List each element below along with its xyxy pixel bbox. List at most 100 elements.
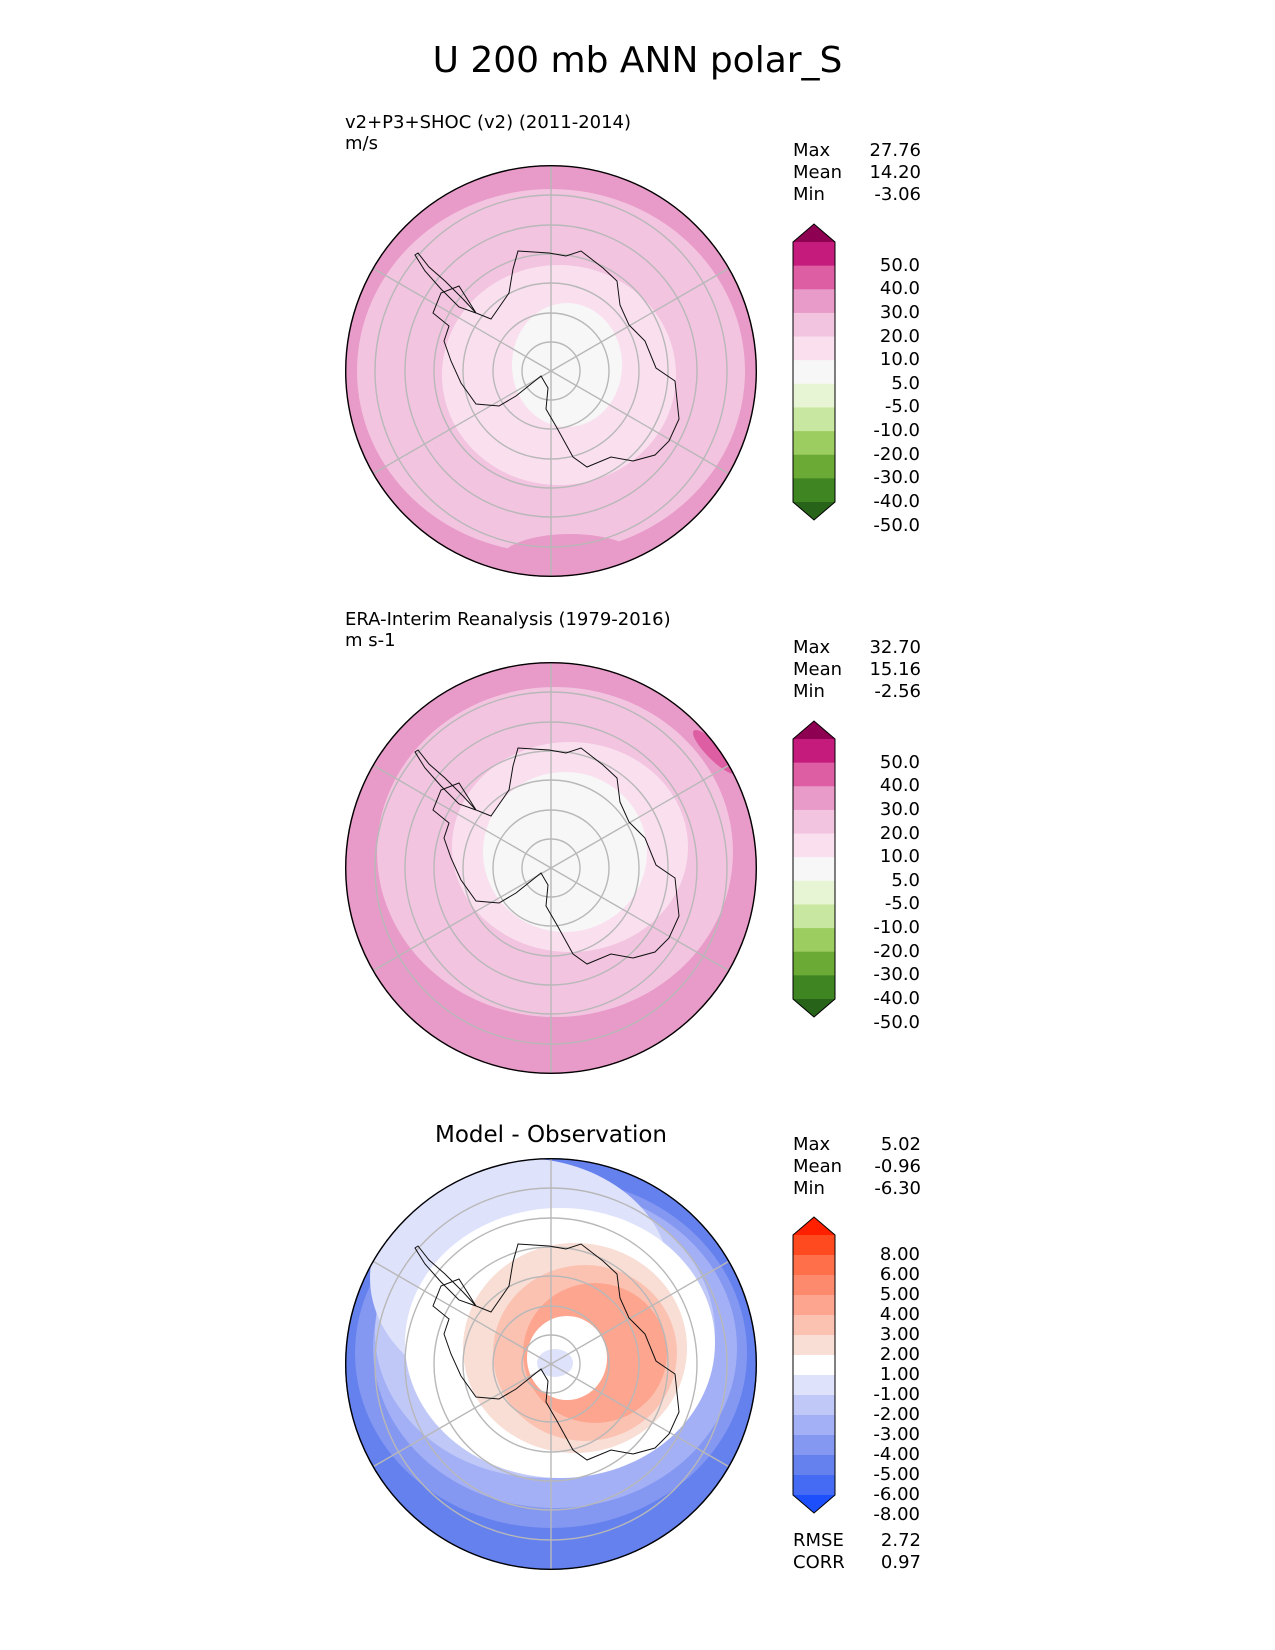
stat-value: -2.56 xyxy=(874,681,921,702)
corr-value: 0.97 xyxy=(880,1552,921,1573)
colorbar-segment xyxy=(793,1375,835,1396)
meridian-line xyxy=(372,1260,552,1365)
colorbar xyxy=(792,1216,836,1514)
stat-label: Max xyxy=(793,140,831,161)
panel-units: m/s xyxy=(345,133,378,154)
colorbar-segment xyxy=(793,1475,835,1496)
colorbar-segment xyxy=(793,1335,835,1356)
stats-block: Max 5.02 Mean -0.96 Min -6.30 xyxy=(793,1134,921,1200)
colorbar-outline xyxy=(792,1216,836,1514)
colorbar-outline xyxy=(792,223,836,521)
stat-value: 14.20 xyxy=(869,162,921,183)
colorbar-segment xyxy=(793,1235,835,1256)
colorbar-segment xyxy=(793,360,835,385)
colorbar-extend-top xyxy=(793,1217,835,1235)
meridian-line xyxy=(372,370,552,475)
stat-value: 15.16 xyxy=(869,659,921,680)
coastline-peninsula xyxy=(414,252,477,314)
colorbar-tick-label: -1.00 xyxy=(873,1384,920,1405)
map-boundary xyxy=(344,1157,758,1571)
skill-stats: RMSE 2.72 CORR 0.97 xyxy=(793,1530,921,1574)
meridian-line xyxy=(372,267,552,372)
stat-value: 5.02 xyxy=(880,1134,921,1155)
corr-label: CORR xyxy=(793,1552,845,1573)
polar-map xyxy=(344,164,758,578)
stat-value: -0.96 xyxy=(874,1156,921,1177)
stat-label: Min xyxy=(793,1178,825,1199)
colorbar-segment xyxy=(793,336,835,361)
colorbar-segment xyxy=(793,1355,835,1376)
contour-band xyxy=(693,730,737,774)
colorbar-tick-label: -10.0 xyxy=(873,917,920,939)
colorbar-tick-label: 40.0 xyxy=(879,775,920,797)
colorbar-tick-label: 20.0 xyxy=(879,822,920,844)
colorbar-tick-label: 3.00 xyxy=(879,1324,920,1345)
colorbar-tick-label: 50.0 xyxy=(879,751,920,773)
colorbar-tick-label: 50.0 xyxy=(879,254,920,276)
colorbar-tick-label: -5.00 xyxy=(873,1464,920,1485)
colorbar-segment xyxy=(793,928,835,953)
stat-value: 27.76 xyxy=(869,140,921,161)
colorbar-segment xyxy=(793,289,835,314)
meridian-line xyxy=(372,764,552,869)
colorbar-segment xyxy=(793,383,835,409)
meridian-line xyxy=(372,867,552,972)
colorbar-tick-label: 30.0 xyxy=(879,798,920,820)
stat-value: 32.70 xyxy=(869,637,921,658)
colorbar-tick-label: -40.0 xyxy=(873,988,920,1009)
colorbar-segment xyxy=(793,1455,835,1476)
meridian-line xyxy=(550,867,730,972)
colorbar-tick-label: 40.0 xyxy=(879,278,920,300)
rmse-label: RMSE xyxy=(793,1530,844,1551)
colorbar-extend-bottom xyxy=(793,999,835,1017)
colorbar-tick-label: -4.00 xyxy=(873,1444,920,1465)
rmse-value: 2.72 xyxy=(880,1530,921,1551)
meridian-line xyxy=(550,267,730,372)
stat-label: Min xyxy=(793,184,825,205)
stat-label: Max xyxy=(793,1134,831,1155)
colorbar-segment xyxy=(793,975,835,1000)
stat-label: Max xyxy=(793,637,831,658)
colorbar-segment xyxy=(793,1255,835,1276)
colorbar-tick-label: 4.00 xyxy=(879,1304,920,1325)
meridian-line xyxy=(550,1363,730,1468)
panel-title: Model - Observation xyxy=(434,1122,668,1148)
coastline xyxy=(432,1243,680,1461)
contour-band xyxy=(500,534,640,577)
colorbar-segment xyxy=(793,786,835,811)
colorbar-tick-label: -6.00 xyxy=(873,1484,920,1505)
colorbar-tick-label: -30.0 xyxy=(873,467,920,489)
colorbar xyxy=(792,720,836,1018)
colorbar-extend-top xyxy=(793,721,835,739)
colorbar-segment xyxy=(793,407,835,432)
colorbar-segment xyxy=(793,431,835,456)
colorbar-tick-label: -50.0 xyxy=(873,1011,920,1033)
coastline xyxy=(432,747,680,965)
colorbar-extend-top xyxy=(793,224,835,242)
colorbar-extend-bottom xyxy=(793,502,835,520)
colorbar-segment xyxy=(793,1395,835,1416)
colorbar-tick-label: -20.0 xyxy=(873,940,920,962)
stats-block: Max 32.70 Mean 15.16 Min -2.56 xyxy=(793,637,921,703)
meridian-line xyxy=(372,1363,552,1468)
colorbar-segment xyxy=(793,762,835,787)
colorbar-segment xyxy=(793,880,835,906)
stats-block: Max 27.76 Mean 14.20 Min -3.06 xyxy=(793,140,921,206)
colorbar-tick-label: -2.00 xyxy=(873,1404,920,1425)
colorbar-tick-label: 5.0 xyxy=(891,869,920,891)
colorbar-segment xyxy=(793,904,835,929)
colorbar-segment xyxy=(793,739,835,764)
panel-units: m s-1 xyxy=(345,630,396,651)
colorbar-tick-label: -10.0 xyxy=(873,420,920,442)
colorbar-segment xyxy=(793,265,835,290)
colorbar-extend-bottom xyxy=(793,1495,835,1513)
stat-label: Mean xyxy=(793,1156,843,1177)
stat-label: Mean xyxy=(793,162,843,183)
polar-map xyxy=(344,1157,758,1571)
coastline xyxy=(432,250,680,468)
colorbar-tick-label: -50.0 xyxy=(873,514,920,536)
contour-band xyxy=(512,303,622,427)
colorbar-tick-label: -5.0 xyxy=(884,396,920,418)
colorbar-segment xyxy=(793,454,835,479)
